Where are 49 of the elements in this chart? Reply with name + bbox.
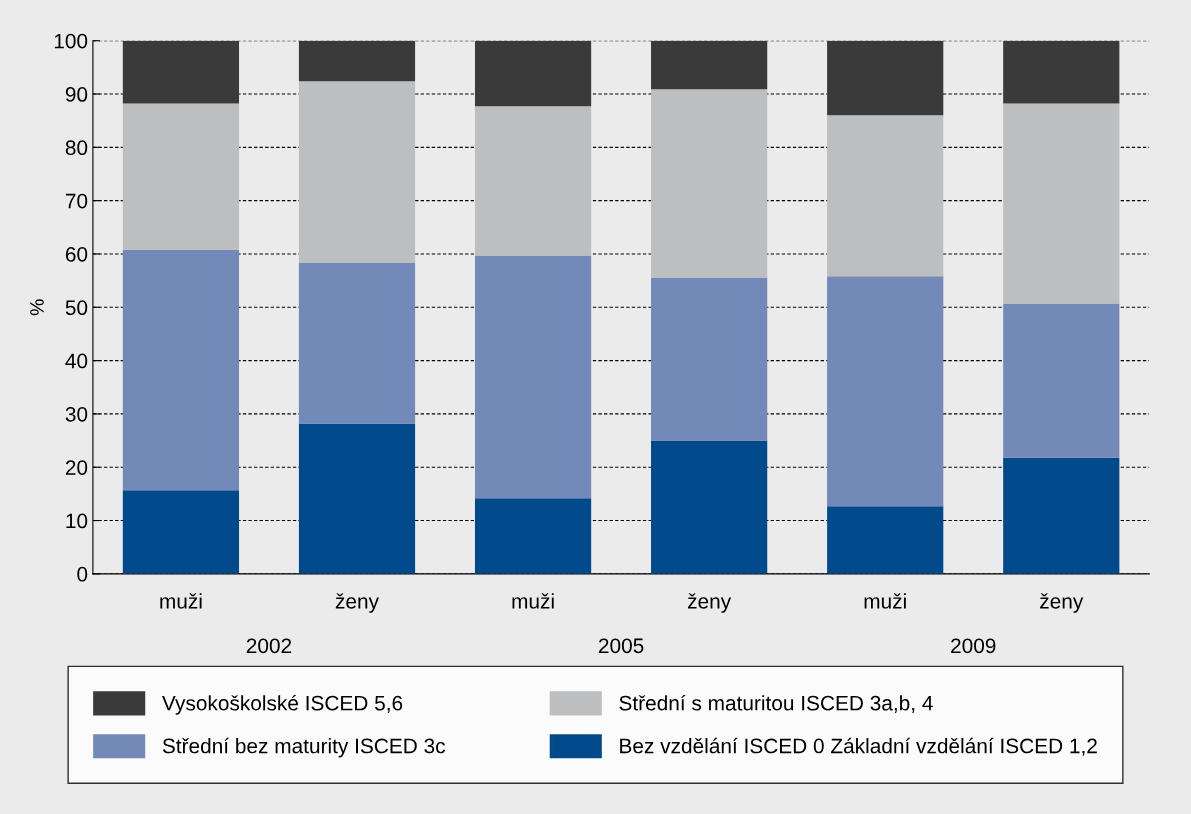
y-tick-label: 80 (65, 140, 88, 156)
y-tick-label: 30 (65, 406, 88, 422)
bar (1003, 103, 1120, 304)
bar (651, 40, 768, 90)
y-tick-label: 50 (65, 300, 88, 316)
legend-label: Střední bez maturity ISCED 3c (162, 737, 446, 758)
bar (298, 423, 416, 574)
bar (474, 40, 592, 107)
y-tick-label: 0 (77, 566, 88, 582)
bar (827, 115, 944, 277)
x-tick-label: muži (864, 593, 906, 609)
text: 2005 (598, 638, 644, 654)
x-tick-label: ženy (1040, 593, 1084, 613)
legend-label: Vysokoškolské ISCED 5,6 (161, 694, 403, 715)
x-tick-label: muži (512, 593, 554, 609)
bar (122, 490, 240, 574)
bar (122, 249, 240, 491)
y-tick-label: 70 (65, 193, 88, 209)
y-tick-label: 40 (65, 353, 88, 369)
text: 2002 (246, 638, 292, 654)
bar (298, 81, 416, 263)
bar (827, 506, 944, 574)
bar (122, 103, 240, 250)
bar (474, 255, 592, 499)
y-tick-label: 100 (54, 33, 88, 49)
bar (1003, 40, 1120, 104)
bar (298, 40, 416, 82)
y-tick-label: 10 (66, 513, 88, 529)
bar (474, 498, 592, 574)
legend-label: Bez vzdělání ISCED 0 Základní vzdělání ISCED 1,2 (620, 737, 1097, 756)
x-tick-label: muži (160, 593, 202, 609)
x-tick-label: ženy (687, 593, 732, 613)
bar (474, 106, 592, 256)
text: 2009 (951, 638, 996, 654)
y-axis-title: % (30, 299, 44, 316)
bar (298, 262, 416, 424)
bar (1003, 457, 1120, 574)
bar (1003, 303, 1120, 458)
x-tick-label: ženy (335, 593, 379, 613)
bar (122, 40, 240, 104)
y-tick-label: 20 (65, 460, 88, 475)
bar (651, 440, 768, 574)
bar (651, 277, 768, 441)
y-tick-label: 60 (65, 246, 88, 262)
bar (651, 89, 768, 278)
bar (827, 40, 944, 116)
legend-label: Střední s maturitou ISCED 3a,b, 4 (619, 694, 933, 713)
y-tick-label: 90 (65, 87, 88, 102)
bar (827, 276, 944, 507)
